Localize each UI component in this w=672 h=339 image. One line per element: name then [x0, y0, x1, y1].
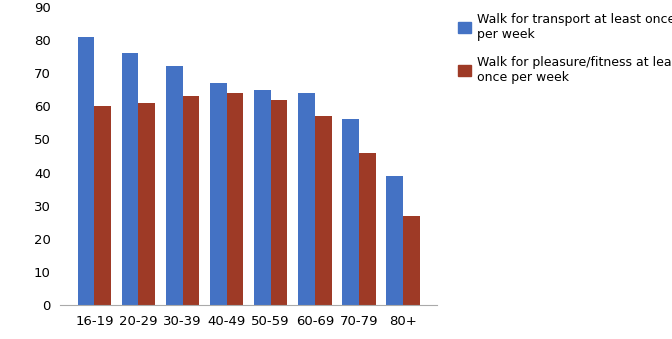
Bar	[122, 53, 138, 305]
Bar	[342, 119, 359, 305]
Bar	[359, 153, 376, 305]
Bar	[254, 89, 271, 305]
Bar	[298, 93, 314, 305]
Bar	[314, 116, 331, 305]
Bar	[226, 93, 243, 305]
Bar	[271, 100, 288, 305]
Bar	[94, 106, 111, 305]
Bar	[403, 216, 420, 305]
Bar	[210, 83, 226, 305]
Bar	[183, 96, 200, 305]
Legend: Walk for transport at least once
per week, Walk for pleasure/fitness at least
on: Walk for transport at least once per wee…	[458, 13, 672, 84]
Bar	[138, 103, 155, 305]
Bar	[77, 37, 94, 305]
Bar	[166, 66, 183, 305]
Bar	[386, 176, 403, 305]
